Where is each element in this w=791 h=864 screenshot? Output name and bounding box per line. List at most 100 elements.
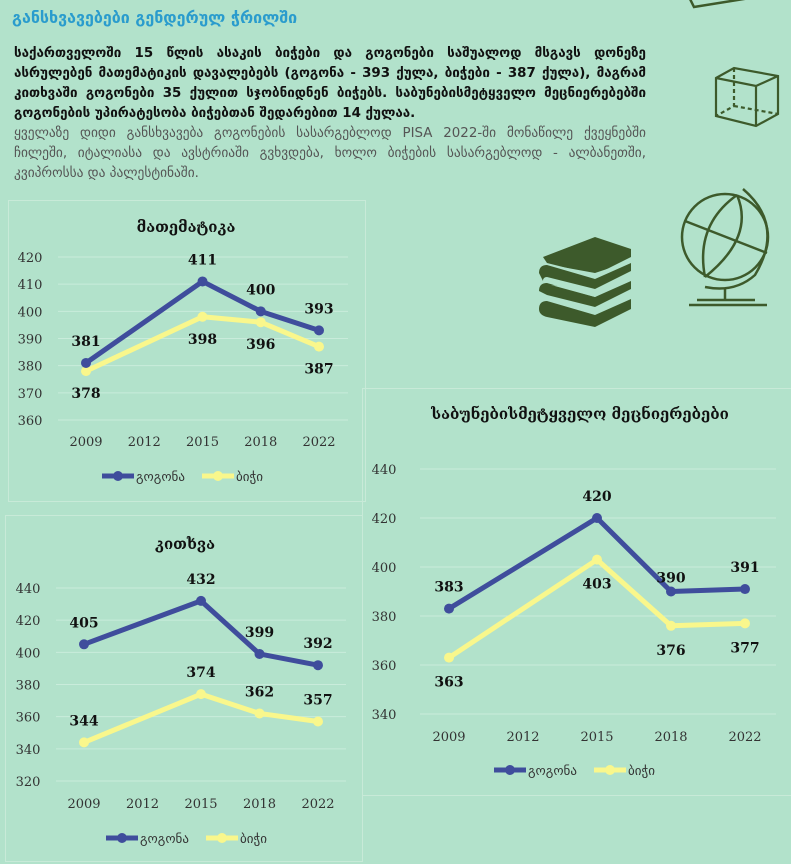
data-label: 405 (69, 615, 98, 631)
data-label: 362 (245, 684, 274, 700)
data-label: 392 (303, 636, 332, 652)
legend-label: ბიჭი (236, 470, 263, 485)
data-point (444, 603, 454, 614)
series-line-girl (447, 515, 746, 611)
data-point (666, 620, 676, 631)
data-point (197, 276, 208, 287)
series-line-boy (83, 691, 319, 745)
series-line-boy (84, 314, 320, 374)
data-label: 420 (582, 489, 611, 505)
data-label: 393 (304, 301, 333, 317)
legend-label: გოგონა (528, 764, 577, 779)
y-tick-label: 390 (18, 333, 43, 348)
x-tick-label: 2018 (243, 797, 276, 812)
y-tick-label: 410 (18, 278, 43, 293)
chart-title: მათემატიკა (137, 218, 236, 236)
data-point (79, 737, 89, 748)
data-point (740, 584, 750, 595)
cube-icon (714, 66, 780, 128)
data-label: 432 (186, 572, 215, 588)
data-label: 344 (69, 713, 98, 729)
chart-2: საბუნებისმეტყველო მეცნიერებები 340 360 380 4… (372, 405, 776, 779)
science-panel (362, 388, 791, 796)
data-label: 381 (71, 334, 100, 350)
y-tick-label: 360 (372, 659, 397, 674)
data-point (196, 595, 206, 606)
y-tick-label: 370 (18, 387, 43, 402)
x-tick-label: 2018 (244, 435, 277, 450)
data-point (255, 306, 266, 317)
data-label: 398 (188, 332, 217, 348)
chart-1: კითხვა 320 340 360 380 400 420 440 2009 2012 2015 2… (16, 535, 346, 847)
data-point (79, 639, 89, 650)
data-point (313, 716, 323, 727)
data-point (81, 357, 91, 368)
y-tick-label: 400 (372, 561, 397, 576)
x-tick-label: 2022 (728, 730, 761, 745)
y-tick-label: 420 (18, 251, 43, 266)
data-label: 390 (656, 571, 685, 587)
y-tick-label: 360 (18, 414, 43, 429)
y-tick-label: 320 (16, 775, 41, 790)
data-label: 391 (730, 560, 759, 576)
data-point (592, 554, 602, 565)
y-tick-label: 400 (18, 305, 43, 320)
legend-label: ბიჭი (628, 764, 655, 779)
data-point (592, 513, 602, 523)
data-label: 363 (434, 675, 463, 691)
y-tick-label: 400 (16, 646, 41, 661)
globe-icon (680, 188, 770, 307)
data-point (196, 689, 206, 700)
ruler-icon (689, 0, 746, 9)
data-label: 374 (186, 665, 215, 681)
data-label: 378 (71, 386, 100, 402)
x-tick-label: 2012 (126, 797, 159, 812)
data-point (313, 660, 323, 671)
x-tick-label: 2022 (302, 435, 335, 450)
chart-0: მათემატიკა 360 370 380 390 400 410 420 2009 2012 2… (18, 218, 348, 485)
data-point (666, 586, 676, 597)
y-tick-label: 340 (372, 708, 397, 723)
data-label: 399 (245, 625, 274, 641)
y-tick-label: 360 (16, 711, 41, 726)
summary-bold: საქართველოში 15 წლის ასაკის ბიჭები და გო… (14, 46, 646, 121)
x-tick-label: 2009 (69, 435, 102, 450)
data-label: 400 (246, 282, 275, 298)
y-tick-label: 380 (372, 610, 397, 625)
legend-marker (213, 471, 223, 481)
y-tick-label: 440 (372, 463, 397, 478)
data-point (740, 618, 750, 629)
legend-label: გოგონა (140, 832, 189, 847)
x-tick-label: 2015 (184, 797, 217, 812)
x-tick-label: 2015 (186, 435, 219, 450)
legend-marker (117, 833, 127, 843)
data-label: 403 (582, 577, 611, 593)
legend-marker (605, 765, 615, 775)
x-tick-label: 2009 (67, 797, 100, 812)
legend-marker (217, 833, 227, 843)
data-label: 376 (656, 643, 685, 659)
series-line-girl (83, 598, 319, 668)
data-point (81, 366, 91, 377)
data-point (197, 311, 208, 322)
page-title: განსხვავებები გენდერულ ჭრილში (12, 8, 298, 27)
chart-title: საბუნებისმეტყველო მეცნიერებები (430, 405, 729, 423)
x-tick-label: 2009 (432, 730, 465, 745)
y-tick-label: 340 (16, 743, 41, 758)
series-line-girl (84, 278, 320, 365)
x-tick-label: 2015 (580, 730, 613, 745)
x-tick-label: 2012 (128, 435, 161, 450)
y-tick-label: 420 (16, 614, 41, 629)
math-panel (8, 200, 366, 502)
data-point (314, 341, 324, 352)
legend-marker (505, 765, 515, 775)
books-icon (539, 237, 631, 327)
data-label: 387 (304, 362, 333, 378)
data-point (444, 652, 454, 663)
series-line-boy (447, 557, 746, 660)
legend-label: გოგონა (136, 470, 185, 485)
x-tick-label: 2022 (301, 797, 334, 812)
data-label: 411 (188, 252, 217, 268)
data-label: 396 (246, 337, 275, 353)
